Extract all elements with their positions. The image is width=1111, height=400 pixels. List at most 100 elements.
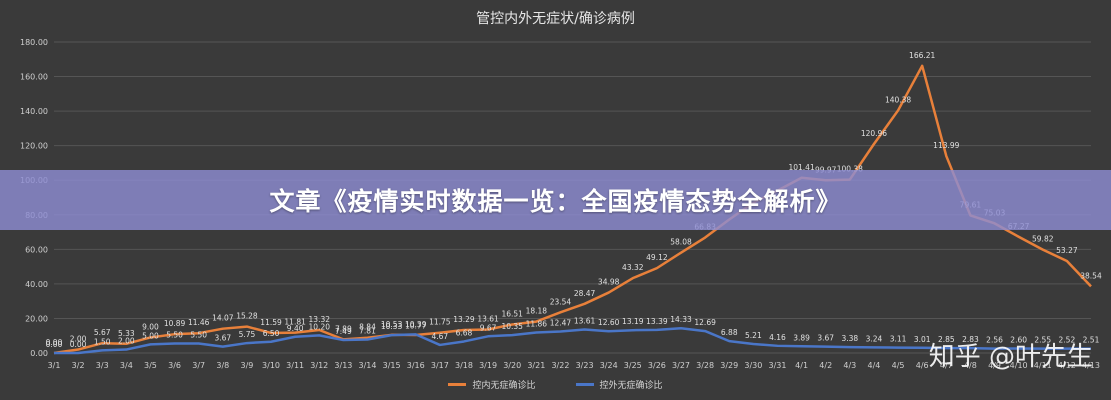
x-tick-label: 3/26 — [648, 361, 666, 370]
y-tick-label: 140.00 — [20, 107, 48, 116]
data-label: 101.41 — [788, 163, 814, 172]
x-tick-label: 3/12 — [310, 361, 328, 370]
data-label: 9.00 — [142, 322, 159, 331]
data-label: 6.68 — [456, 328, 473, 337]
x-tick-label: 4/13 — [1082, 361, 1100, 370]
data-label: 3.67 — [214, 334, 231, 343]
data-label: 4.67 — [432, 332, 449, 341]
data-label: 4.16 — [769, 333, 786, 342]
y-tick-label: 20.00 — [25, 314, 48, 323]
x-tick-label: 3/22 — [551, 361, 569, 370]
y-tick-label: 0.00 — [30, 349, 48, 358]
x-tick-label: 4/9 — [988, 361, 1001, 370]
data-label: 3.01 — [914, 335, 931, 344]
data-label: 11.81 — [284, 318, 306, 327]
data-label: 38.54 — [1080, 271, 1102, 280]
x-tick-label: 3/16 — [407, 361, 425, 370]
x-tick-label: 4/2 — [819, 361, 832, 370]
data-label: 2.55 — [1034, 336, 1051, 345]
x-tick-label: 3/30 — [744, 361, 762, 370]
data-label: 7.89 — [335, 324, 352, 333]
data-label: 166.21 — [909, 51, 935, 60]
data-label: 11.86 — [526, 320, 548, 329]
data-label: 58.08 — [670, 238, 692, 247]
x-tick-label: 3/19 — [479, 361, 497, 370]
x-tick-label: 3/11 — [286, 361, 304, 370]
data-label: 3.24 — [866, 334, 883, 343]
data-label: 5.00 — [142, 331, 159, 340]
x-tick-label: 3/5 — [144, 361, 157, 370]
x-tick-label: 3/17 — [431, 361, 449, 370]
data-label: 5.67 — [94, 328, 111, 337]
legend-swatch-outside — [575, 383, 594, 386]
data-label: 9.40 — [287, 324, 304, 333]
series-line-inland — [53, 64, 1092, 355]
data-label: 0.00 — [46, 340, 63, 349]
y-tick-label: 120.00 — [20, 142, 48, 151]
data-label: 10.33 — [381, 322, 403, 331]
y-tick-label: 60.00 — [25, 245, 48, 254]
x-tick-label: 3/13 — [334, 361, 352, 370]
data-label: 59.82 — [1032, 235, 1054, 244]
x-tick-label: 4/11 — [1034, 361, 1052, 370]
data-label: 6.50 — [263, 329, 280, 338]
x-tick-label: 3/31 — [769, 361, 787, 370]
x-tick-label: 3/6 — [168, 361, 181, 370]
data-label: 12.69 — [694, 318, 716, 327]
x-tick-label: 3/15 — [383, 361, 401, 370]
x-tick-label: 4/8 — [964, 361, 977, 370]
data-label: 3.67 — [817, 334, 834, 343]
data-label: 2.00 — [118, 337, 135, 346]
x-tick-label: 4/3 — [843, 361, 856, 370]
legend-item-inland: 控内无症确诊比 — [448, 378, 536, 391]
data-label: 11.59 — [260, 318, 282, 327]
legend-item-outside: 控外无症确诊比 — [575, 378, 663, 391]
data-label: 7.49 — [335, 327, 352, 336]
x-tick-label: 3/24 — [600, 361, 618, 370]
data-label: 113.99 — [933, 141, 959, 150]
data-label: 5.50 — [190, 330, 207, 339]
data-label: 3.38 — [841, 334, 858, 343]
data-label: 10.20 — [309, 322, 331, 331]
data-label: 13.32 — [309, 315, 331, 324]
y-tick-label: 180.00 — [20, 38, 48, 47]
data-label: 7.81 — [359, 327, 376, 336]
x-tick-label: 4/6 — [916, 361, 929, 370]
data-label: 14.07 — [212, 314, 234, 323]
data-label: 2.85 — [938, 335, 955, 344]
x-tick-label: 3/21 — [527, 361, 545, 370]
data-label: 14.33 — [670, 315, 692, 324]
data-label: 2.83 — [962, 335, 979, 344]
data-label: 6.88 — [721, 328, 738, 337]
data-label: 13.39 — [646, 317, 668, 326]
data-label: 10.77 — [405, 321, 427, 330]
data-label: 11.46 — [188, 318, 210, 327]
x-tick-label: 4/7 — [940, 361, 953, 370]
watermark: 知乎 @叶先生 — [928, 342, 1093, 372]
x-tick-label: 3/4 — [120, 361, 133, 370]
data-label: 18.18 — [526, 307, 548, 316]
x-tick-label: 3/20 — [503, 361, 521, 370]
data-label: 2.51 — [1083, 336, 1100, 345]
chart-title: 管控内外无症状/确诊病例 — [476, 11, 635, 27]
legend-label-outside: 控外无症确诊比 — [599, 381, 663, 391]
data-label: 10.53 — [381, 320, 403, 329]
data-label: 2.60 — [1010, 336, 1027, 345]
x-tick-label: 4/10 — [1010, 361, 1028, 370]
x-tick-label: 4/1 — [795, 361, 808, 370]
x-tick-label: 3/23 — [576, 361, 594, 370]
data-label: 140.38 — [885, 95, 911, 104]
data-label: 16.51 — [501, 309, 523, 318]
data-label: 2.56 — [986, 336, 1003, 345]
x-tick-label: 3/29 — [720, 361, 738, 370]
data-label: 10.89 — [164, 319, 186, 328]
data-label: 49.12 — [646, 253, 668, 262]
data-label: 13.61 — [477, 314, 499, 323]
data-label: 53.27 — [1056, 246, 1078, 255]
data-label: 28.47 — [574, 289, 596, 298]
data-label: 0.00 — [70, 340, 87, 349]
data-label: 13.29 — [453, 315, 475, 324]
series-line-outside — [54, 326, 1092, 355]
